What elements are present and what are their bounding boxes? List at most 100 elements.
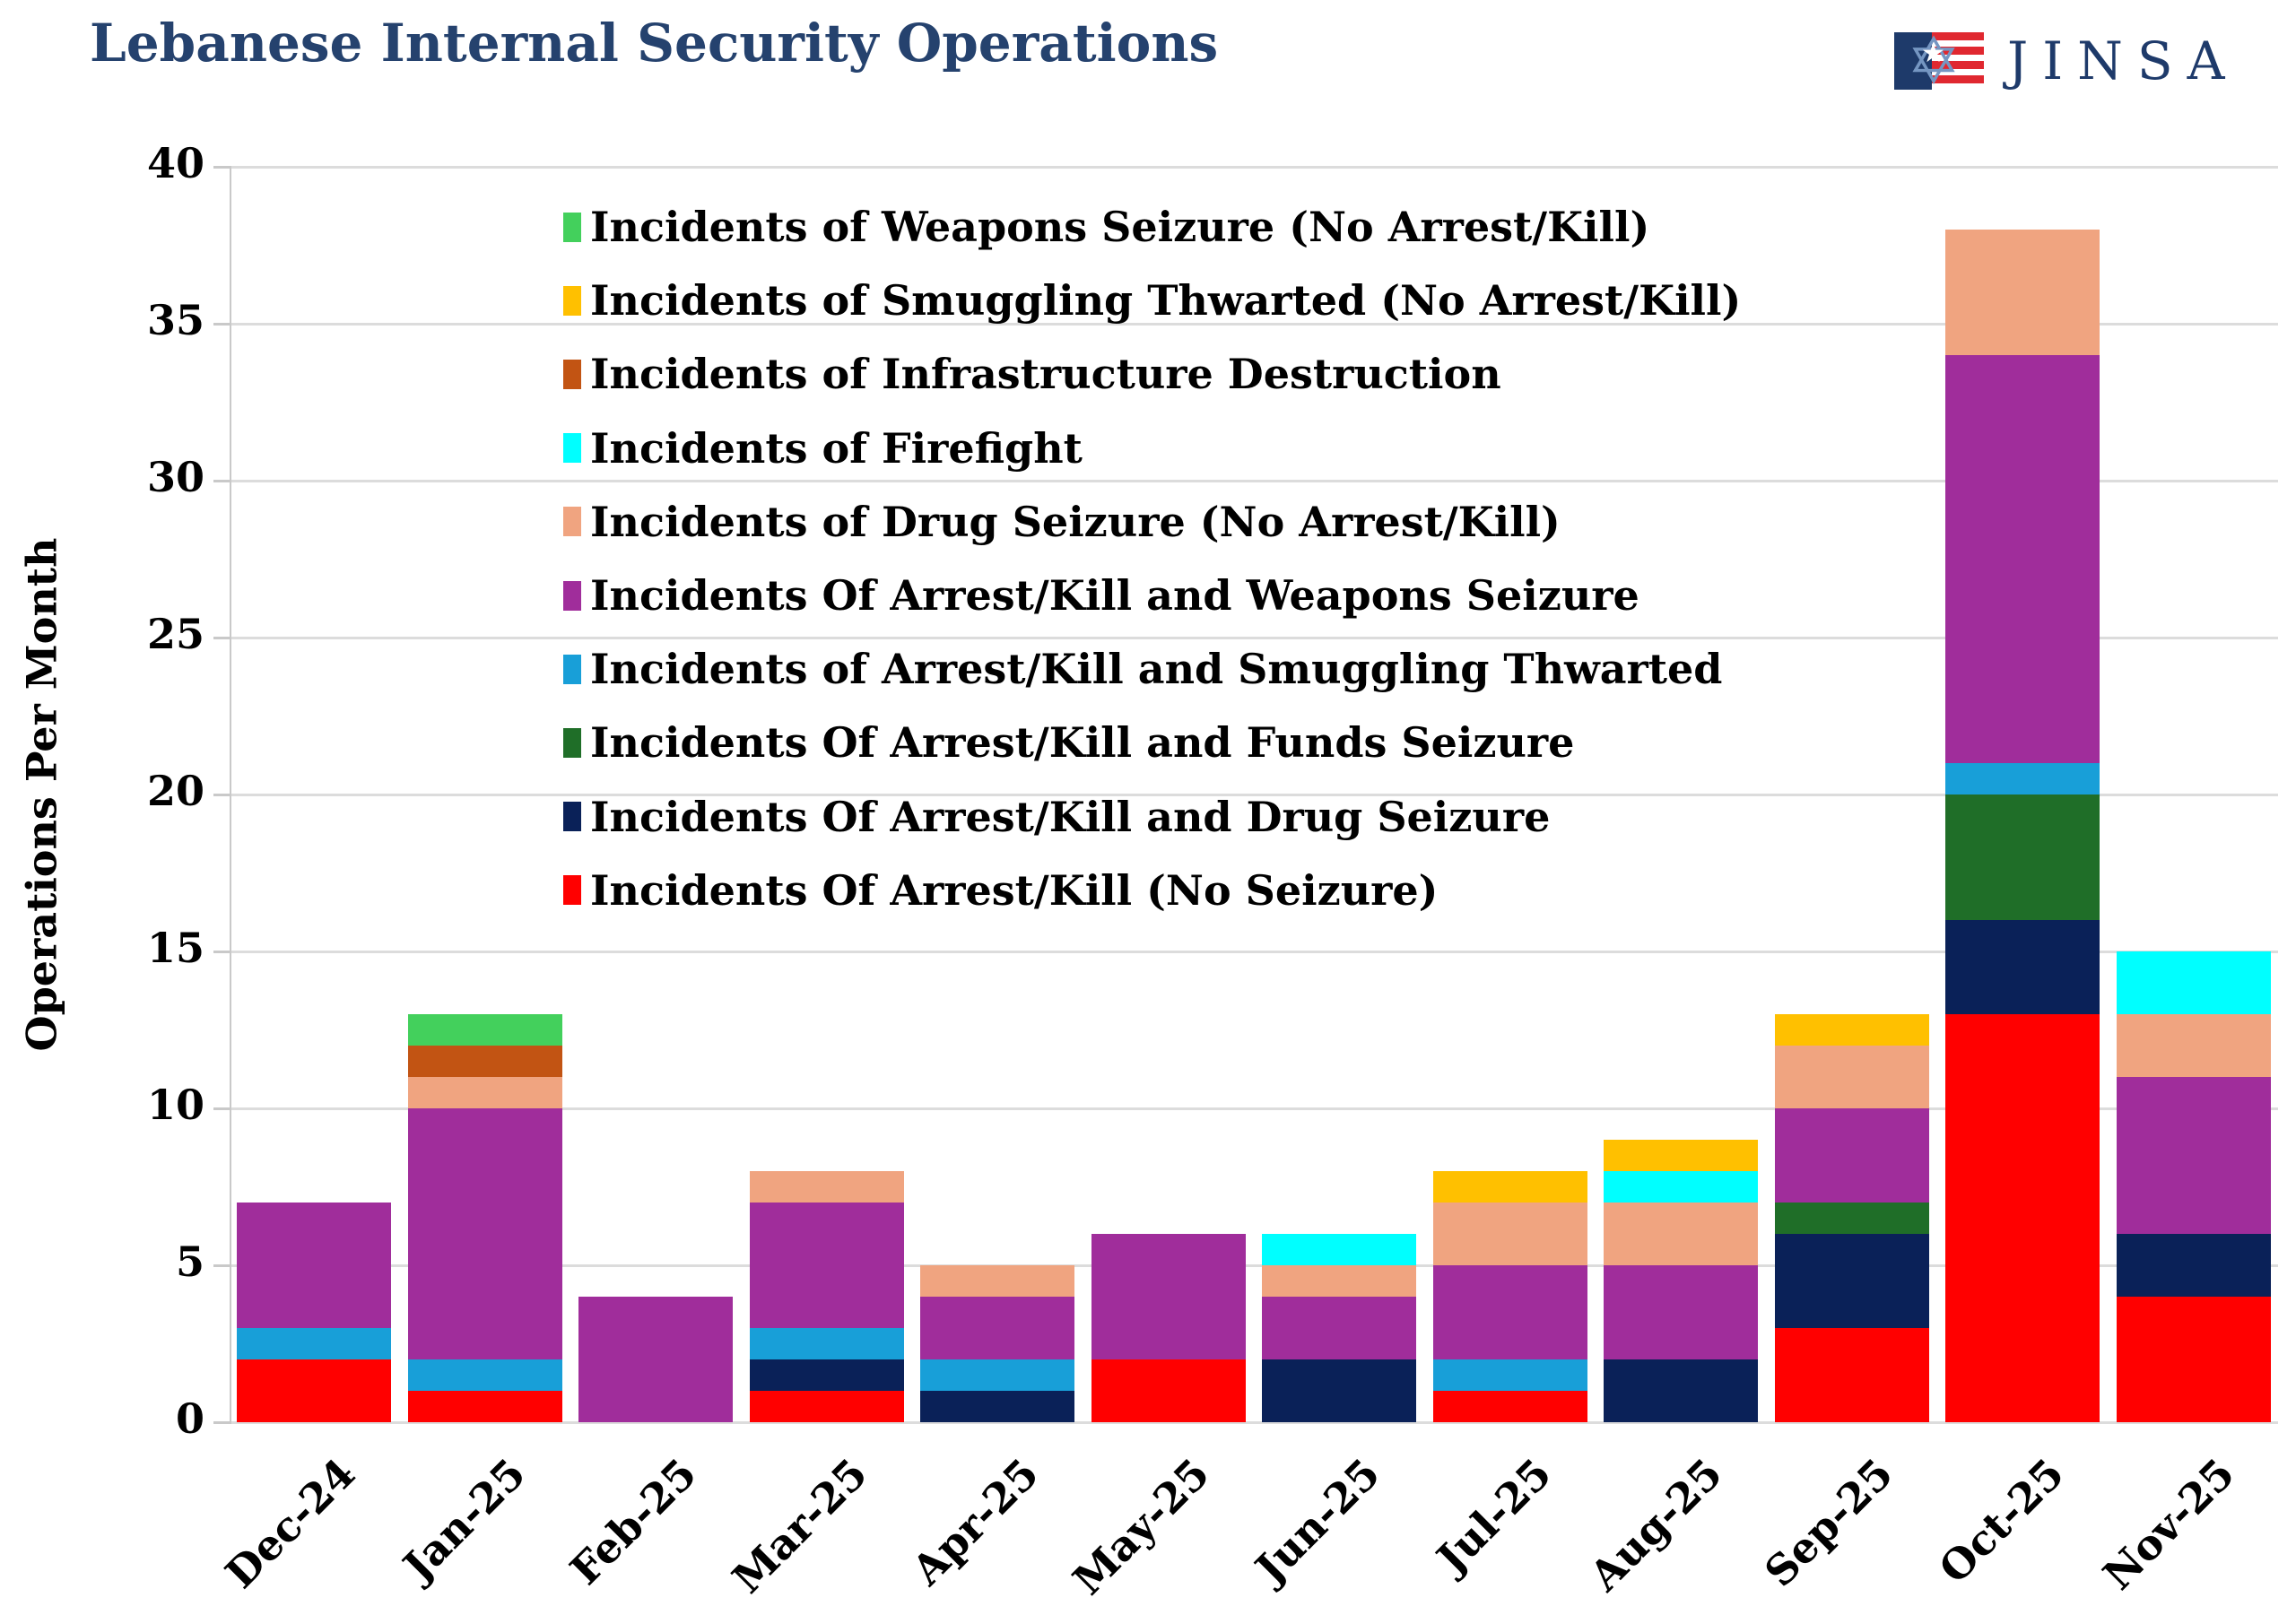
bar-segment <box>2116 1234 2271 1297</box>
legend-label: Incidents of Firefight <box>590 423 1083 473</box>
gridline-y5 <box>231 1263 2278 1267</box>
logo-navy-block <box>1894 32 1932 90</box>
y-axis-tick <box>213 1107 231 1110</box>
legend-item: Incidents Of Arrest/Kill and Drug Seizur… <box>563 790 1550 844</box>
gridline-y10 <box>231 1107 2278 1110</box>
legend-item: Incidents of Weapons Seizure (No Arrest/… <box>563 200 1649 254</box>
bar-segment <box>1945 920 2100 1014</box>
bar-segment <box>920 1391 1074 1422</box>
y-tick-label: 5 <box>175 1237 204 1286</box>
bar-segment <box>578 1297 733 1422</box>
y-tick-label: 0 <box>175 1394 204 1443</box>
bar-segment <box>1604 1203 1758 1265</box>
y-axis-tick <box>213 479 231 482</box>
bar-segment <box>1774 1014 1929 1046</box>
y-axis-tick <box>213 1263 231 1267</box>
logo-red-stripes <box>1932 32 1984 90</box>
bar-segment <box>407 1108 562 1359</box>
bar-segment <box>407 1391 562 1422</box>
y-tick-label: 40 <box>146 139 204 187</box>
y-axis-tick <box>213 950 231 953</box>
bar-segment <box>1432 1359 1587 1391</box>
bar-segment <box>920 1297 1074 1359</box>
legend-item: Incidents of Infrastructure Destruction <box>563 347 1501 401</box>
legend-label: Incidents of Arrest/Kill and Smuggling T… <box>590 645 1723 694</box>
gridline-y35 <box>231 322 2278 326</box>
bar-segment <box>1945 230 2100 355</box>
star-of-david-icon: ✡ ★ <box>1906 23 1961 99</box>
bar-segment <box>237 1203 391 1328</box>
legend-swatch <box>563 359 581 389</box>
bar-segment <box>2116 1014 2271 1077</box>
bar-segment <box>1945 794 2100 920</box>
y-tick-label: 35 <box>146 296 204 344</box>
jinsa-logo: ✡ ★ JINSA <box>1894 25 2239 97</box>
legend-label: Incidents of Infrastructure Destruction <box>590 350 1501 399</box>
y-tick-label: 10 <box>146 1081 204 1129</box>
bar-segment <box>1604 1171 1758 1203</box>
bar-segment <box>237 1328 391 1359</box>
bar-segment <box>1432 1265 1587 1359</box>
y-axis-title-box: Operations Per Month <box>5 167 77 1422</box>
legend-item: Incidents of Firefight <box>563 421 1083 475</box>
chart-title: Lebanese Internal Security Operations <box>90 13 1219 74</box>
bar-segment <box>749 1203 904 1328</box>
jinsa-logo-text: JINSA <box>2007 30 2239 91</box>
y-axis-tick <box>213 793 231 796</box>
bar-segment <box>1604 1359 1758 1422</box>
bar-segment <box>1945 355 2100 763</box>
legend-label: Incidents Of Arrest/Kill and Drug Seizur… <box>590 792 1551 841</box>
bar-segment <box>407 1014 562 1046</box>
bar-segment <box>1774 1108 1929 1203</box>
y-tick-label: 25 <box>146 610 204 658</box>
bar-segment <box>1604 1265 1758 1359</box>
bar-segment <box>1432 1391 1587 1422</box>
gridline-y15 <box>231 950 2278 953</box>
y-tick-label: 15 <box>146 924 204 972</box>
legend-label: Incidents of Smuggling Thwarted (No Arre… <box>590 276 1742 326</box>
bar-segment <box>1774 1234 1929 1328</box>
y-axis-line <box>230 167 231 1424</box>
y-axis-tick <box>213 1420 231 1424</box>
bar-segment <box>237 1359 391 1422</box>
gridline-y25 <box>231 636 2278 639</box>
legend-swatch <box>563 727 581 758</box>
bar-segment <box>749 1171 904 1203</box>
bar-segment <box>1432 1203 1587 1265</box>
bar-segment <box>1774 1328 1929 1422</box>
bar-segment <box>920 1265 1074 1297</box>
y-axis-title: Operations Per Month <box>17 537 66 1052</box>
gridline-y30 <box>231 479 2278 482</box>
white-star-icon: ★ <box>1921 38 1945 69</box>
gridline-y0 <box>231 1420 2278 1424</box>
y-axis-tick <box>213 636 231 639</box>
legend-swatch <box>563 802 581 832</box>
bar-segment <box>1262 1359 1416 1422</box>
legend-label: Incidents of Drug Seizure (No Arrest/Kil… <box>590 497 1561 546</box>
bar-segment <box>1262 1234 1416 1265</box>
legend-item: Incidents Of Arrest/Kill and Weapons Sei… <box>563 569 1639 622</box>
bar-segment <box>2116 1297 2271 1422</box>
x-tick-label-text: Nov-25 <box>2093 1449 2244 1600</box>
bar-segment <box>749 1359 904 1391</box>
y-tick-label: 30 <box>146 453 204 501</box>
bar-segment <box>1262 1297 1416 1359</box>
bar-segment <box>2116 1077 2271 1234</box>
bar-segment <box>1432 1171 1587 1203</box>
bar-segment <box>1604 1140 1758 1171</box>
legend-item: Incidents Of Arrest/Kill (No Seizure) <box>563 864 1438 917</box>
legend-swatch <box>563 507 581 537</box>
legend-swatch <box>563 875 581 906</box>
legend-item: Incidents of Arrest/Kill and Smuggling T… <box>563 642 1722 696</box>
gridline-y40 <box>231 165 2278 169</box>
bar-segment <box>407 1077 562 1108</box>
y-axis-tick <box>213 165 231 169</box>
legend-label: Incidents Of Arrest/Kill and Funds Seizu… <box>590 718 1575 768</box>
y-tick-label: 20 <box>146 767 204 815</box>
bar-segment <box>407 1359 562 1391</box>
bar-segment <box>749 1328 904 1359</box>
gridline-y20 <box>231 793 2278 796</box>
bar-segment <box>749 1391 904 1422</box>
y-axis-tick <box>213 322 231 326</box>
